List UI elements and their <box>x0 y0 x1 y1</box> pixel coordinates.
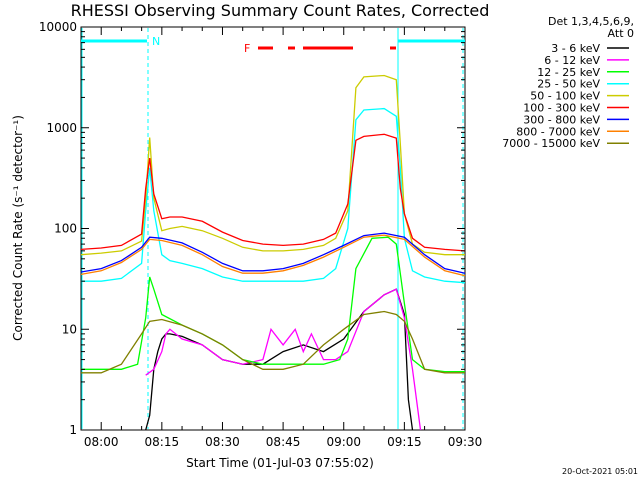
x-tick-label: 09:00 <box>326 435 361 449</box>
x-axis: 08:00 08:15 08:30 08:45 09:00 09:15 09:30 <box>80 27 483 449</box>
legend-entry-label: 12 - 25 keV <box>537 66 600 79</box>
legend-entry-label: 300 - 800 keV <box>523 113 600 126</box>
series-line-1 <box>145 288 414 431</box>
night-marker-label: N <box>152 35 160 48</box>
series-line-5 <box>80 74 465 256</box>
x-tick-label: 08:45 <box>266 435 301 449</box>
y-tick-label: 100 <box>54 222 77 236</box>
legend-entry-label: 800 - 7000 keV <box>516 125 600 138</box>
legend-entry-label: 6 - 12 keV <box>544 54 600 67</box>
series-line-9 <box>81 310 465 374</box>
legend-entry-label: 25 - 50 keV <box>537 78 600 91</box>
x-tick-label: 08:00 <box>84 435 119 449</box>
series-line-4 <box>81 107 466 284</box>
series-line-6 <box>80 133 466 252</box>
legend-entry-label: 3 - 6 keV <box>551 42 600 55</box>
flare-marker-label: F <box>244 42 250 55</box>
legend-header-line-2: Att 0 <box>608 27 634 40</box>
legend-entry-label: 7000 - 15000 keV <box>502 137 600 150</box>
y-tick-label: 10 <box>62 322 77 336</box>
x-axis-label: Start Time (01-Jul-03 07:55:02) <box>186 456 374 470</box>
chart-title: RHESSI Observing Summary Count Rates, Co… <box>71 1 490 20</box>
legend-entry-label: 50 - 100 keV <box>530 90 600 103</box>
series-line-8 <box>80 234 466 277</box>
x-tick-label: 09:15 <box>387 435 422 449</box>
y-tick-label: 1000 <box>46 121 77 135</box>
series-line-2 <box>145 288 422 431</box>
series-layer <box>80 74 466 431</box>
x-tick-label: 08:15 <box>145 435 180 449</box>
series-line-3 <box>81 236 465 373</box>
footer-timestamp: 20-Oct-2021 05:01 <box>562 467 638 476</box>
y-tick-label: 10000 <box>39 20 77 34</box>
y-axis: 1 10 100 1000 10000 <box>39 20 465 437</box>
x-tick-label: 09:30 <box>448 435 483 449</box>
legend-header-line-1: Det 1,3,4,5,6,9, <box>548 15 634 28</box>
x-tick-label: 08:30 <box>205 435 240 449</box>
y-tick-label: 1 <box>69 423 77 437</box>
series-line-7 <box>80 232 466 274</box>
legend-entry-label: 100 - 300 keV <box>523 102 600 115</box>
y-axis-label: Corrected Count Rate (s⁻¹ detector⁻¹) <box>11 115 25 341</box>
